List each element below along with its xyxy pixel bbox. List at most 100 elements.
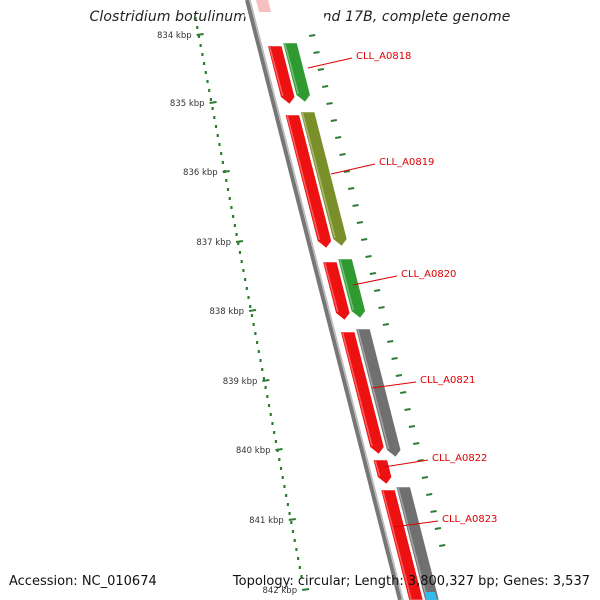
outer-tick (426, 493, 433, 496)
scale-dot (211, 107, 214, 110)
outer-tick (352, 204, 359, 207)
scale-label: 835 kbp (170, 99, 205, 109)
scale-dot (240, 260, 243, 263)
gene-feature-green (337, 258, 366, 319)
outer-tick (313, 51, 320, 54)
scale-dot (264, 386, 267, 389)
outer-tick (348, 187, 355, 190)
scale-dot (257, 350, 260, 353)
scale-dot (233, 224, 236, 227)
scale-dot (237, 242, 240, 245)
gene-feature-gray-shine (357, 329, 390, 450)
outer-tick (387, 340, 394, 343)
gene-feature-red-shine (374, 460, 381, 477)
gene-feature-red-shine (286, 115, 321, 241)
outer-tick (408, 425, 416, 428)
gene-feature-gray-shine (397, 487, 428, 600)
gene-label: CLL_A0822 (432, 453, 487, 464)
scale-dot (221, 161, 224, 164)
scale-dot (232, 215, 235, 218)
scale-dot (259, 359, 262, 362)
outer-tick (374, 289, 381, 292)
scale-label: 841 kbp (249, 516, 284, 526)
scale-dot (238, 251, 242, 254)
gene-feature-blue (424, 592, 437, 600)
gene-label: CLL_A0821 (420, 375, 475, 386)
scale-dot (283, 485, 286, 488)
gene-feature-green-shine (339, 259, 355, 311)
scale-dot (242, 269, 245, 272)
scale-dot (254, 332, 257, 335)
outer-tick (369, 272, 377, 275)
scale-dot (288, 512, 291, 515)
scale-dot (230, 206, 233, 209)
scale-dot (216, 134, 219, 137)
outer-tick (330, 119, 338, 122)
gene-feature-red-shine (324, 262, 339, 313)
scale-major-tick (209, 101, 217, 104)
scale-dot (300, 575, 303, 578)
scale-dot (273, 431, 276, 434)
scale-dot (228, 197, 231, 200)
backbone-highlight (249, 0, 404, 600)
scale-dot (213, 116, 216, 119)
scale-major-tick (196, 33, 204, 36)
outer-tick (322, 85, 329, 88)
scale-dot (291, 530, 295, 533)
scale-label: 834 kbp (157, 31, 192, 41)
scale-label: 839 kbp (223, 377, 258, 387)
outer-tick (430, 510, 437, 513)
scale-dot (194, 17, 197, 20)
gene-label-leader (307, 57, 353, 69)
outer-tick (382, 323, 390, 326)
scale-dot (281, 476, 284, 479)
outer-tick (343, 170, 351, 173)
gene-feature-red (380, 489, 424, 600)
scale-dot (271, 422, 274, 425)
scale-label: 840 kbp (236, 446, 271, 456)
scale-dot (245, 287, 248, 290)
gene-feature-red (267, 45, 296, 105)
scale-label: 842 kbp (262, 586, 297, 596)
gene-label-leader (393, 520, 439, 528)
scale-dot (218, 143, 221, 146)
gene-label-leader (352, 275, 398, 286)
scale-dot (249, 305, 252, 308)
scale-major-tick (248, 309, 257, 312)
scale-dot (201, 53, 204, 56)
scale-dot (298, 566, 301, 569)
outer-tick (356, 221, 364, 224)
scale-dot (267, 404, 271, 407)
gene-feature-red (322, 261, 351, 321)
gene-feature-red (340, 331, 385, 455)
gene-feature-red (372, 459, 392, 485)
gene-label-leader (383, 459, 429, 468)
outer-tick (400, 391, 407, 394)
genome-summary: Topology: circular; Length: 3,800,327 bp… (232, 574, 590, 589)
outer-tick (335, 136, 342, 139)
outer-tick (317, 68, 325, 71)
scale-dot (262, 377, 266, 380)
scale-dot (285, 494, 288, 497)
scale-dot (290, 521, 293, 524)
outer-tick (404, 408, 411, 411)
scale-dot (244, 278, 247, 281)
scale-major-tick (262, 379, 270, 382)
gene-feature-gray (395, 486, 440, 600)
gene-label-leader (330, 163, 376, 175)
scale-dot (295, 548, 298, 551)
scale-label: 837 kbp (196, 238, 231, 248)
scale-dot (235, 233, 238, 236)
scale-dot (225, 179, 228, 182)
scale-label: 836 kbp (183, 168, 218, 178)
scale-dot (255, 341, 259, 344)
scale-dot (252, 323, 255, 326)
gene-feature-gray (355, 328, 402, 458)
scale-dot (250, 314, 254, 317)
scale-dot (261, 368, 264, 371)
outer-tick (421, 476, 429, 479)
backbone-line (245, 0, 402, 600)
scale-dot (266, 395, 269, 398)
scale-dot (199, 44, 202, 47)
